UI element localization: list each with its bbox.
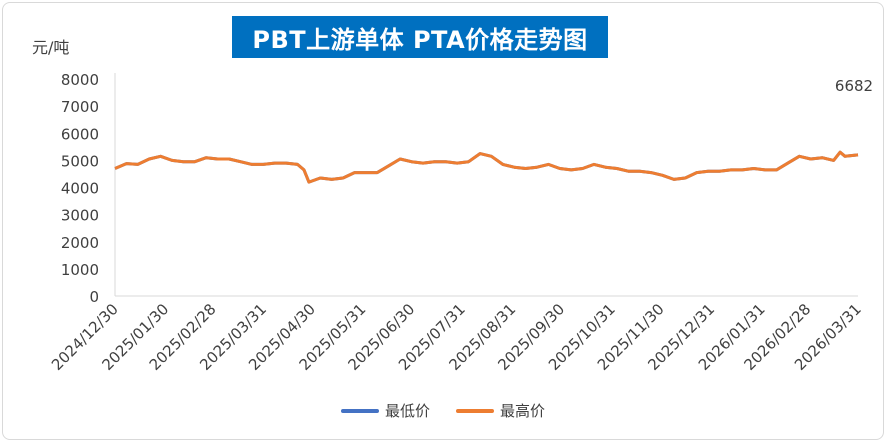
series-line-0 bbox=[114, 150, 859, 184]
y-tick-label: 1000 bbox=[61, 261, 99, 279]
y-tick-label: 3000 bbox=[61, 207, 99, 225]
x-axis-ticks: 2024/12/302025/01/302025/02/282025/03/31… bbox=[48, 300, 865, 374]
y-tick-label: 8000 bbox=[61, 71, 99, 89]
legend-item-low: 最低价 bbox=[340, 400, 430, 421]
y-tick-label: 4000 bbox=[61, 180, 99, 198]
legend-swatch-low bbox=[340, 408, 379, 413]
legend-item-high: 最高价 bbox=[456, 400, 545, 421]
series-line-1 bbox=[114, 150, 859, 184]
y-tick-label: 6000 bbox=[61, 125, 99, 143]
y-tick-label: 0 bbox=[89, 288, 99, 306]
y-axis-ticks: 0 1000 2000 3000 4000 5000 6000 7000 8000 bbox=[61, 71, 99, 306]
y-tick-label: 5000 bbox=[61, 152, 99, 170]
legend: 最低价 最高价 bbox=[0, 400, 886, 421]
y-axis-unit-label: 元/吨 bbox=[32, 38, 70, 57]
chart-title: PBT上游单体 PTA价格走势图 bbox=[232, 16, 608, 58]
series-lines bbox=[114, 150, 859, 184]
legend-label-low: 最低价 bbox=[384, 402, 430, 420]
legend-swatch-high bbox=[456, 408, 494, 413]
legend-label-high: 最高价 bbox=[500, 402, 546, 420]
y-tick-label: 7000 bbox=[61, 98, 99, 116]
y-tick-label: 2000 bbox=[61, 234, 99, 252]
end-value-label: 6682 bbox=[835, 77, 873, 95]
